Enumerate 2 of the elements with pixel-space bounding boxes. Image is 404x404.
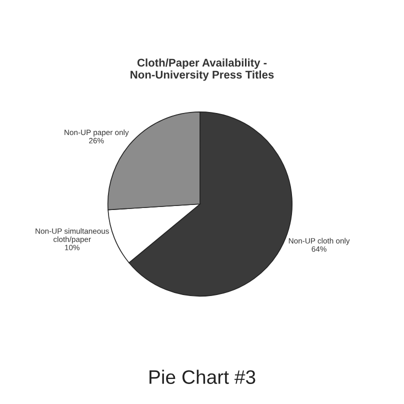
chart-title: Cloth/Paper Availability - Non-University Press Titles <box>130 58 274 81</box>
text: Pie Chart #3 <box>150 370 256 384</box>
